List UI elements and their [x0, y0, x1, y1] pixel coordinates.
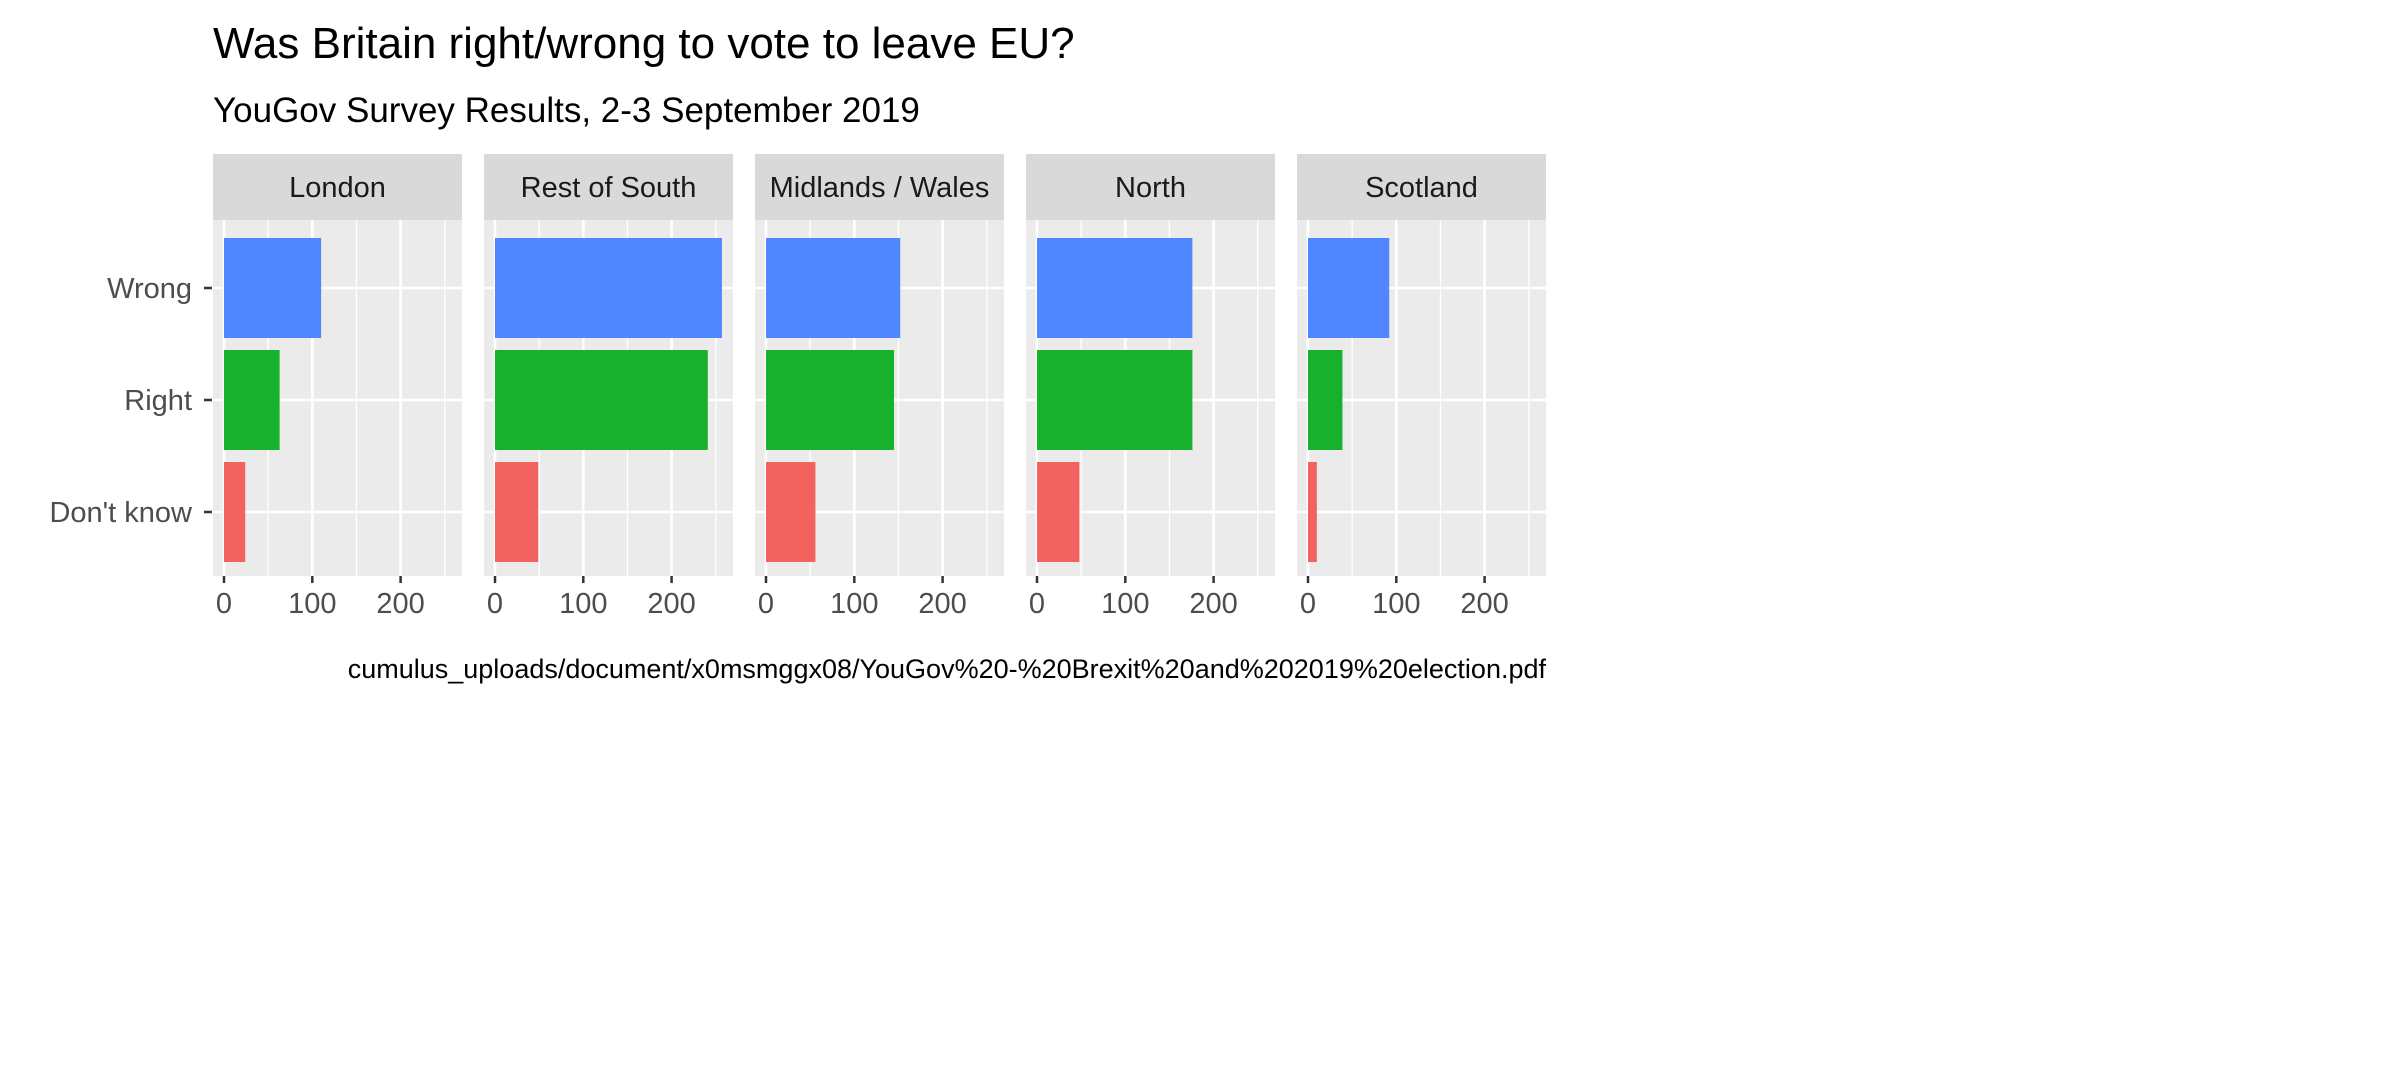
bar-north-right: [1037, 350, 1193, 450]
x-tick-label: 200: [1460, 588, 1508, 620]
facet-strip: [1026, 154, 1275, 220]
facet-panel-rest-of-south: Rest of South 0 100 200: [484, 154, 733, 620]
facet-strip: [1297, 154, 1546, 220]
x-tick-label: 0: [487, 588, 503, 620]
facet-panel-north: North 0 100 200: [1026, 154, 1275, 620]
chart-title: Was Britain right/wrong to vote to leave…: [213, 19, 1075, 68]
x-tick-label: 200: [918, 588, 966, 620]
facet-strip-label: Rest of South: [521, 172, 697, 204]
bar-midlands-wales-right: [766, 350, 895, 450]
chart-subtitle: YouGov Survey Results, 2-3 September 201…: [213, 91, 920, 130]
facet-strip: [755, 154, 1004, 220]
bar-rest-of-south-wrong: [495, 238, 722, 338]
x-tick-label: 100: [1101, 588, 1149, 620]
bar-scotland-don-t-know: [1308, 462, 1317, 562]
facet-strip: [484, 154, 733, 220]
chart-root: Was Britain right/wrong to vote to leave…: [0, 0, 1568, 706]
x-tick-label: 100: [559, 588, 607, 620]
x-tick-label: 200: [1189, 588, 1237, 620]
x-tick-label: 0: [216, 588, 232, 620]
x-tick-label: 100: [1372, 588, 1420, 620]
x-tick-label: 200: [647, 588, 695, 620]
facet-panel-london: London 0 100 200: [213, 154, 462, 620]
x-tick-label: 0: [1029, 588, 1045, 620]
facet-strip: [213, 154, 462, 220]
bar-rest-of-south-right: [495, 350, 708, 450]
facet-strip-label: Midlands / Wales: [770, 172, 990, 204]
y-tick-label-don-t-know: Don't know: [49, 497, 193, 529]
bar-scotland-wrong: [1308, 238, 1390, 338]
bar-london-don-t-know: [224, 462, 246, 562]
faceted-bar-chart: Was Britain right/wrong to vote to leave…: [49, 19, 1547, 684]
bar-north-don-t-know: [1037, 462, 1080, 562]
bar-midlands-wales-don-t-know: [766, 462, 816, 562]
y-tick-label-wrong: Wrong: [107, 273, 192, 305]
facet-strip-label: North: [1115, 172, 1186, 204]
x-tick-label: 0: [758, 588, 774, 620]
x-tick-label: 0: [1300, 588, 1316, 620]
x-tick-label: 200: [376, 588, 424, 620]
chart-caption: cumulus_uploads/document/x0msmggx08/YouG…: [348, 654, 1547, 684]
facet-panel-scotland: Scotland 0 100 200: [1297, 154, 1546, 620]
bar-midlands-wales-wrong: [766, 238, 901, 338]
y-tick-label-right: Right: [124, 385, 192, 417]
facet-strip-label: London: [289, 172, 386, 204]
bar-london-right: [224, 350, 280, 450]
x-tick-label: 100: [288, 588, 336, 620]
bar-rest-of-south-don-t-know: [495, 462, 539, 562]
y-axis: Wrong Right Don't know: [49, 273, 212, 529]
x-tick-label: 100: [830, 588, 878, 620]
bar-london-wrong: [224, 238, 322, 338]
bar-north-wrong: [1037, 238, 1193, 338]
bar-scotland-right: [1308, 350, 1343, 450]
facet-strip-label: Scotland: [1365, 172, 1478, 204]
facet-panel-midlands-wales: Midlands / Wales 0 100 200: [755, 154, 1004, 620]
